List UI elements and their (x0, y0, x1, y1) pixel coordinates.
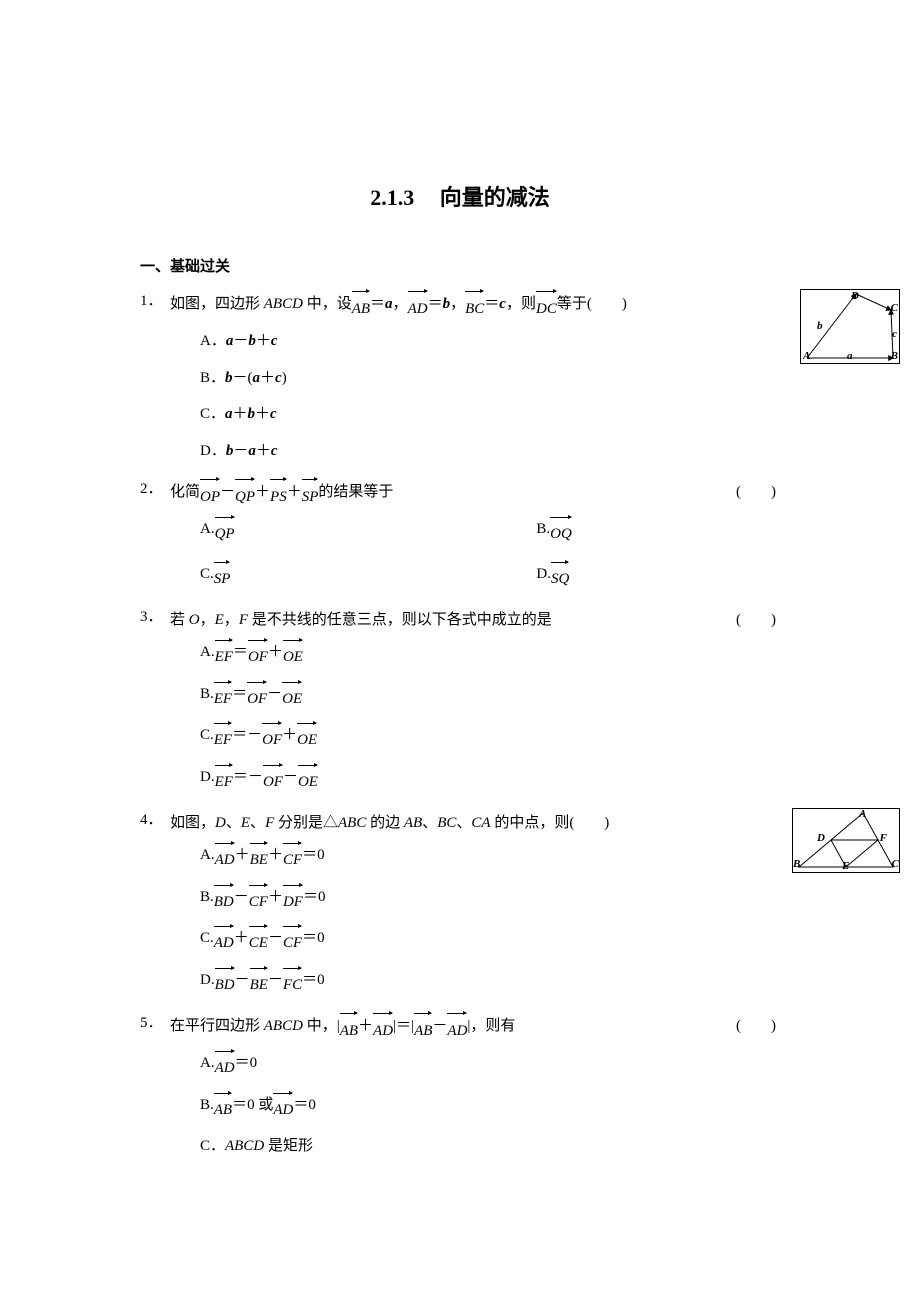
fig2-label-A: A (859, 806, 866, 824)
fig1-label-a: a (847, 348, 853, 366)
q5-option-A: A.AD＝0 (200, 1049, 780, 1083)
q2-option-A: A.QP (200, 515, 536, 549)
q4-option-D: D.BD－BE－FC＝0 (200, 966, 780, 1000)
q4-figure: A B C D E F (792, 808, 900, 873)
q1-option-C: C．a＋b＋c (200, 400, 780, 429)
fig1-label-B: B (891, 348, 898, 366)
q1-figure: A B C D a b c (800, 289, 900, 364)
q1-option-A: A．a－b＋c (200, 327, 780, 356)
fig1-label-c: c (892, 326, 897, 344)
q3-option-B: B.EF＝OF－OE (200, 680, 780, 714)
fig2-label-F: F (880, 830, 887, 848)
q5-option-C: C．ABCD 是矩形 (200, 1132, 780, 1161)
vec-AD: AD (373, 1012, 393, 1046)
vec-AD: AD (408, 290, 428, 324)
q1-number: 1． (140, 289, 170, 473)
q1-stem: 如图，四边形 ABCD 中，设AB＝a，AD＝b，BC＝c，则DC等于( ) (170, 289, 780, 324)
question-4: 4． 如图，D、E、F 分别是△ABC 的边 AB、BC、CA 的中点，则( )… (140, 808, 780, 1007)
vec-AB: AB (340, 1012, 358, 1046)
title-number: 2.1.3 (370, 185, 414, 210)
fig1-label-A: A (803, 348, 810, 366)
vec-OP: OP (200, 478, 220, 512)
fig2-label-B: B (793, 856, 800, 874)
question-5: 5． 在平行四边形 ABCD 中，|AB＋AD|＝|AB－AD|，则有 ( ) … (140, 1011, 780, 1169)
q3-option-D: D.EF＝－OF－OE (200, 763, 780, 797)
q1-option-B: B．b－(a＋c) (200, 364, 780, 393)
fig2-label-C: C (892, 856, 899, 874)
q2-option-D: D.SQ (536, 560, 780, 594)
q2-option-B: B.OQ (536, 515, 780, 549)
title-text: 向量的减法 (440, 185, 550, 210)
fig2-label-D: D (817, 830, 825, 848)
q4-option-A: A.AD＋BE＋CF＝0 (200, 841, 780, 875)
vec-QP: QP (235, 478, 255, 512)
q5-stem: 在平行四边形 ABCD 中，|AB＋AD|＝|AB－AD|，则有 ( ) (170, 1011, 780, 1046)
question-1: 1． 如图，四边形 ABCD 中，设AB＝a，AD＝b，BC＝c，则DC等于( … (140, 289, 780, 473)
page-title: 2.1.3 向量的减法 (140, 180, 780, 215)
fig2-label-E: E (842, 858, 849, 876)
q1-option-D: D．b－a＋c (200, 437, 780, 466)
q3-option-C: C.EF＝－OF＋OE (200, 721, 780, 755)
q2-option-C: C.SP (200, 560, 536, 594)
vec-BC: BC (465, 290, 484, 324)
q2-paren: ( ) (736, 477, 776, 507)
q2-number: 2． (140, 477, 170, 601)
fig1-label-D: D (851, 288, 859, 306)
vec-PS: PS (270, 478, 287, 512)
fig1-label-b: b (817, 318, 823, 336)
question-2: 2． 化简OP－QP＋PS＋SP的结果等于 ( ) A.QP B.OQ C.SP… (140, 477, 780, 601)
q3-stem: 若 O，E，F 是不共线的任意三点，则以下各式中成立的是 ( ) (170, 605, 780, 635)
section-heading: 一、基础过关 (140, 255, 780, 279)
vec-AB: AB (352, 290, 370, 324)
q4-stem: 如图，D、E、F 分别是△ABC 的边 AB、BC、CA 的中点，则( ) (170, 808, 780, 838)
q4-option-B: B.BD－CF＋DF＝0 (200, 883, 780, 917)
vec-DC: DC (536, 290, 557, 324)
question-3: 3． 若 O，E，F 是不共线的任意三点，则以下各式中成立的是 ( ) A.EF… (140, 605, 780, 804)
vec-SP: SP (302, 478, 319, 512)
q3-number: 3． (140, 605, 170, 804)
fig1-label-C: C (891, 300, 898, 318)
q3-option-A: A.EF＝OF＋OE (200, 638, 780, 672)
q3-paren: ( ) (736, 605, 776, 635)
q5-option-B: B.AB＝0 或AD＝0 (200, 1091, 780, 1125)
q5-number: 5． (140, 1011, 170, 1169)
q4-number: 4． (140, 808, 170, 1007)
q5-paren: ( ) (736, 1011, 776, 1041)
q4-option-C: C.AD＋CE－CF＝0 (200, 924, 780, 958)
q2-stem: 化简OP－QP＋PS＋SP的结果等于 ( ) (170, 477, 780, 512)
